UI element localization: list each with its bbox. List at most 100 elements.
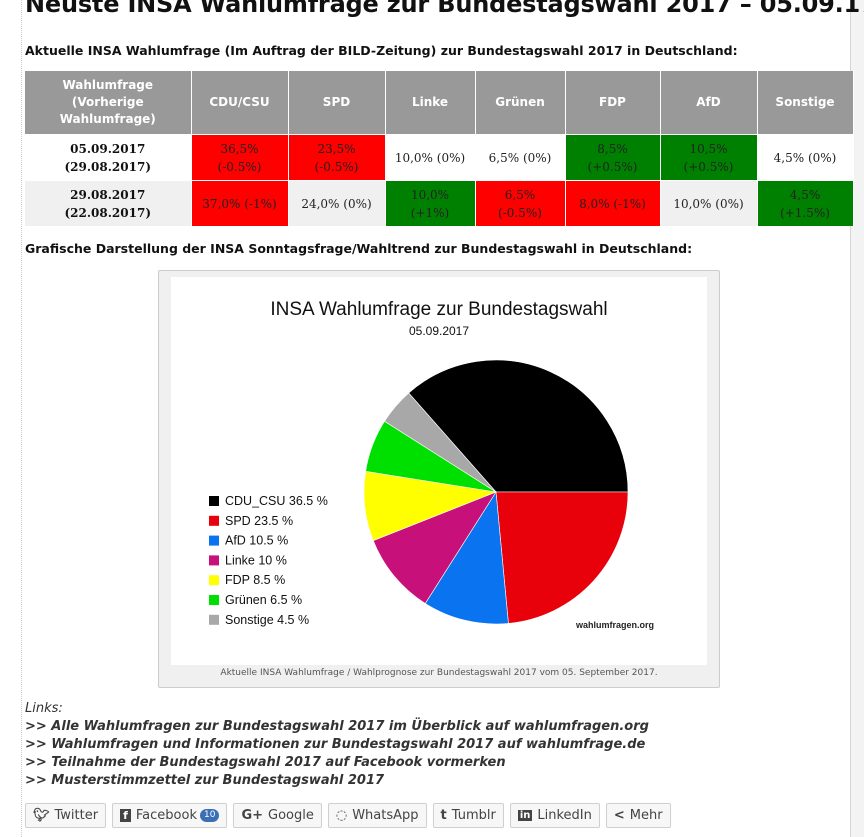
pie-slice: [408, 359, 629, 493]
header-cell: Grünen: [475, 71, 566, 135]
table-cell: 10,0% (0%): [385, 134, 476, 181]
legend-label: AfD 10.5 %: [225, 534, 288, 548]
links-section: Links: >> Alle Wahlumfragen zur Bundesta…: [25, 700, 649, 790]
legend-label: FDP 8.5 %: [225, 573, 285, 587]
poll-date: 05.09.2017: [70, 141, 146, 156]
cell-delta: (+0.5%): [683, 159, 734, 174]
legend-label: Grünen 6.5 %: [225, 593, 302, 607]
google-share-button[interactable]: G+ Google: [233, 803, 322, 828]
legend-label: CDU_CSU 36.5 %: [225, 494, 328, 508]
table-cell: 8,0% (-1%): [565, 180, 661, 226]
share-bar: 🐦︎ Twitter f Facebook 10 G+ Google ◌ WhatsApp…: [25, 803, 671, 828]
link-all-polls[interactable]: >> Alle Wahlumfragen zur Bundestagswahl …: [25, 719, 649, 734]
share-icon: <: [613, 808, 625, 823]
cell-delta: (-0.5%): [314, 159, 359, 174]
chart-canvas: INSA Wahlumfrage zur Bundestagswahl 05.0…: [171, 277, 707, 665]
chart-subtitle: 05.09.2017: [409, 324, 469, 338]
legend-label: SPD 23.5 %: [225, 514, 293, 528]
table-cell: 8,5% (+0.5%): [565, 134, 661, 181]
cell-value: 4,5% (0%): [773, 150, 837, 165]
cell-value: 4,5%: [789, 187, 821, 202]
more-share-button[interactable]: < Mehr: [605, 803, 671, 828]
legend-swatch: [209, 575, 219, 586]
table-cell: 4,5% (+1.5%): [757, 180, 854, 226]
facebook-share-button[interactable]: f Facebook 10: [112, 803, 228, 828]
poll-date: 29.08.2017: [70, 187, 146, 202]
google-plus-icon: G+: [241, 808, 264, 823]
header-cell: CDU/CSU: [191, 71, 289, 135]
table-cell: 37,0% (-1%): [191, 180, 289, 226]
cell-value: 10,0% (0%): [673, 196, 744, 211]
pie-chart: INSA Wahlumfrage zur Bundestagswahl 05.0…: [209, 299, 654, 630]
table-cell: 36,5% (-0.5%): [191, 134, 289, 181]
legend-swatch: [209, 535, 219, 546]
link-ballot-sample[interactable]: >> Musterstimmzettel zur Bundestagswahl …: [25, 773, 385, 788]
whatsapp-share-button[interactable]: ◌ WhatsApp: [327, 803, 427, 828]
table-row: 29.08.2017 (22.08.2017) 37,0% (-1%) 24,0% (…: [25, 180, 854, 226]
chart-caption: Aktuelle INSA Wahlumfrage / Wahlprognose…: [220, 668, 658, 678]
cell-value: 10,0% (0%): [394, 150, 466, 165]
linkedin-share-button[interactable]: in LinkedIn: [509, 803, 600, 828]
twitter-share-button[interactable]: 🐦︎ Twitter: [25, 803, 107, 828]
header-cell: Linke: [385, 71, 476, 135]
previous-poll-date: (22.08.2017): [64, 205, 151, 220]
cell-value: 8,0% (-1%): [579, 196, 646, 211]
chart-container: INSA Wahlumfrage zur Bundestagswahl 05.0…: [158, 270, 720, 688]
pie-slice: [424, 491, 509, 625]
twitter-icon: 🐦︎: [33, 808, 50, 823]
header-cell: AfD: [660, 71, 758, 135]
cell-delta: (+1%): [410, 205, 450, 220]
cell-delta: (-0.5%): [498, 205, 542, 220]
header-cell: Wahlumfrage (Vorherige Wahlumfrage): [25, 71, 192, 135]
link-facebook-event[interactable]: >> Teilnahme der Bundestagswahl 2017 auf…: [25, 755, 506, 770]
chart-watermark: wahlumfragen.org: [575, 620, 654, 630]
table-row: 05.09.2017 (29.08.2017) 36,5% (-0.5%) 23,5% (…: [25, 134, 854, 181]
table-cell: 10,0% (0%): [660, 180, 758, 226]
previous-poll-date: (29.08.2017): [64, 159, 151, 174]
legend-swatch: [209, 515, 219, 526]
linkedin-icon: in: [517, 810, 533, 821]
header-cell: SPD: [288, 71, 386, 135]
table-cell: 10,5% (+0.5%): [660, 134, 758, 181]
cell-value: 36,5%: [220, 141, 259, 156]
cell-delta: (+1.5%): [780, 205, 830, 220]
legend-swatch: [209, 595, 219, 605]
facebook-count-badge: 10: [199, 809, 220, 822]
cell-value: 24,0% (0%): [301, 196, 372, 211]
legend-swatch: [209, 614, 219, 625]
cell-delta: (+0.5%): [587, 159, 638, 174]
header-cell: Sonstige: [757, 71, 854, 135]
pie-slice: [384, 392, 497, 493]
pie-slice: [495, 491, 629, 624]
table-cell: 10,0% (+1%): [385, 180, 476, 226]
tumblr-share-button[interactable]: t Tumblr: [432, 803, 504, 828]
legend-swatch: [209, 555, 219, 566]
chart-title: INSA Wahlumfrage zur Bundestagswahl: [270, 299, 607, 320]
facebook-icon: f: [120, 809, 131, 822]
cell-value: 8,5%: [597, 141, 628, 156]
article-content: Neuste INSA Wahlumfrage zur Bundestagswa…: [22, 0, 864, 837]
cell-value: 10,0%: [410, 187, 450, 202]
table-cell: 24,0% (0%): [288, 180, 386, 226]
table-cell: 6,5% (-0.5%): [475, 180, 566, 226]
cell-value: 6,5%: [504, 187, 536, 202]
cell-delta: (-0.5%): [217, 159, 262, 174]
chart-subheading: Grafische Darstellung der INSA Sonntagsf…: [25, 241, 693, 256]
page-title: Neuste INSA Wahlumfrage zur Bundestagswa…: [25, 0, 864, 18]
header-cell: FDP: [565, 71, 661, 135]
table-subheading: Aktuelle INSA Wahlumfrage (Im Auftrag de…: [25, 43, 738, 58]
table-cell: 23,5% (-0.5%): [288, 134, 386, 181]
link-polls-info[interactable]: >> Wahlumfragen und Informationen zur Bu…: [25, 737, 646, 752]
left-frame: [0, 0, 22, 837]
poll-date-cell: 29.08.2017 (22.08.2017): [25, 180, 192, 226]
whatsapp-icon: ◌: [335, 808, 348, 823]
cell-value: 37,0% (-1%): [202, 196, 277, 211]
cell-value: 23,5%: [317, 141, 356, 156]
cell-value: 6,5% (0%): [488, 150, 552, 165]
links-label: Links:: [25, 701, 63, 716]
legend-label: Sonstige 4.5 %: [225, 613, 309, 627]
table-header-row: Wahlumfrage (Vorherige Wahlumfrage) CDU/…: [25, 71, 854, 135]
scrollbar[interactable]: [850, 0, 864, 837]
table-cell: 4,5% (0%): [757, 134, 854, 181]
tumblr-icon: t: [440, 808, 447, 823]
